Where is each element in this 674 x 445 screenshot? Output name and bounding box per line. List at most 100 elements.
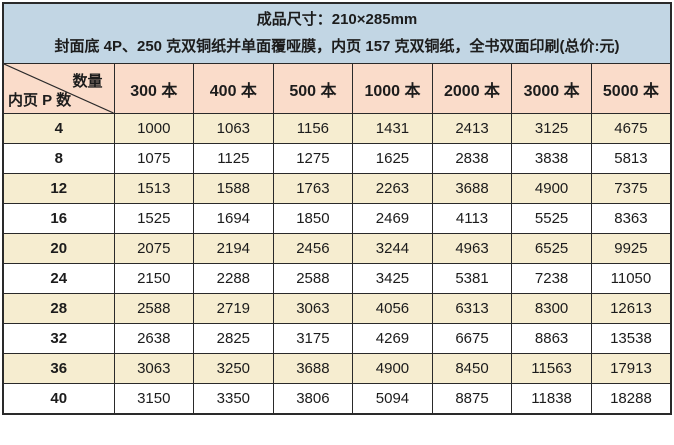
price-table: 成品尺寸：210×285mm 封面底 4P、250 克双铜纸并单面覆哑膜，内页 … <box>2 2 672 415</box>
price-cell: 8450 <box>431 353 513 384</box>
price-cell: 7238 <box>511 263 592 294</box>
price-cell: 1063 <box>193 113 274 144</box>
price-cell: 1125 <box>193 143 274 174</box>
price-cell: 3063 <box>272 293 354 324</box>
price-cell: 1525 <box>113 203 195 234</box>
price-cell: 3688 <box>272 353 354 384</box>
row-header: 28 <box>2 293 115 324</box>
table-row: 12 1513 1588 1763 2263 3688 4900 7375 <box>2 173 672 204</box>
row-header: 36 <box>2 353 115 384</box>
price-cell: 2263 <box>352 173 433 204</box>
price-cell: 3806 <box>272 383 354 414</box>
price-cell: 7375 <box>590 173 672 204</box>
table-row: 20 2075 2194 2456 3244 4963 6525 9925 <box>2 233 672 264</box>
col-header-3000: 3000 本 <box>511 63 592 114</box>
row-header: 40 <box>2 383 115 414</box>
price-cell: 3150 <box>113 383 195 414</box>
price-cell: 1694 <box>193 203 274 234</box>
price-cell: 5094 <box>352 383 433 414</box>
col-header-5000: 5000 本 <box>590 63 672 114</box>
price-cell: 2825 <box>193 323 274 354</box>
price-cell: 3838 <box>511 143 592 174</box>
price-cell: 2638 <box>113 323 195 354</box>
col-header-500: 500 本 <box>272 63 354 114</box>
table-row: 40 3150 3350 3806 5094 8875 11838 18288 <box>2 383 672 414</box>
pages-label: 内页 P 数 <box>8 92 72 109</box>
price-cell: 2588 <box>272 263 354 294</box>
price-cell: 1588 <box>193 173 274 204</box>
table-row: 16 1525 1694 1850 2469 4113 5525 8363 <box>2 203 672 234</box>
price-cell: 6675 <box>431 323 513 354</box>
price-cell: 8363 <box>590 203 672 234</box>
table-title: 成品尺寸：210×285mm 封面底 4P、250 克双铜纸并单面覆哑膜，内页 … <box>2 2 672 64</box>
price-cell: 3350 <box>193 383 274 414</box>
price-cell: 3125 <box>511 113 592 144</box>
price-cell: 4963 <box>431 233 513 264</box>
quantity-label: 数量 <box>72 73 103 90</box>
finished-size-text: 成品尺寸：210×285mm <box>256 11 418 29</box>
col-header-1000: 1000 本 <box>352 63 433 114</box>
price-cell: 5525 <box>511 203 592 234</box>
table-row: 8 1075 1125 1275 1625 2838 3838 5813 <box>2 143 672 174</box>
table-row: 24 2150 2288 2588 3425 5381 7238 11050 <box>2 263 672 294</box>
price-cell: 6313 <box>431 293 513 324</box>
price-cell: 4900 <box>352 353 433 384</box>
table-row: 32 2638 2825 3175 4269 6675 8863 13538 <box>2 323 672 354</box>
price-cell: 2288 <box>193 263 274 294</box>
price-cell: 3425 <box>352 263 433 294</box>
price-cell: 8863 <box>511 323 592 354</box>
row-header: 8 <box>2 143 115 174</box>
price-cell: 5381 <box>431 263 513 294</box>
price-cell: 3688 <box>431 173 513 204</box>
col-header-2000: 2000 本 <box>431 63 513 114</box>
row-header: 16 <box>2 203 115 234</box>
price-cell: 2413 <box>431 113 513 144</box>
price-cell: 3250 <box>193 353 274 384</box>
price-cell: 1075 <box>113 143 195 174</box>
row-header: 32 <box>2 323 115 354</box>
price-cell: 1431 <box>352 113 433 144</box>
price-cell: 3244 <box>352 233 433 264</box>
price-cell: 6525 <box>511 233 592 264</box>
price-cell: 1850 <box>272 203 354 234</box>
price-cell: 11838 <box>511 383 592 414</box>
diagonal-divider <box>4 64 114 113</box>
price-cell: 4675 <box>590 113 672 144</box>
price-cell: 13538 <box>590 323 672 354</box>
price-cell: 12613 <box>590 293 672 324</box>
price-cell: 1625 <box>352 143 433 174</box>
price-cell: 9925 <box>590 233 672 264</box>
price-cell: 1275 <box>272 143 354 174</box>
col-header-400: 400 本 <box>193 63 274 114</box>
price-cell: 3175 <box>272 323 354 354</box>
price-cell: 8300 <box>511 293 592 324</box>
price-cell: 11050 <box>590 263 672 294</box>
row-header: 12 <box>2 173 115 204</box>
price-cell: 11563 <box>511 353 592 384</box>
price-cell: 8875 <box>431 383 513 414</box>
row-header: 24 <box>2 263 115 294</box>
paper-spec-text: 封面底 4P、250 克双铜纸并单面覆哑膜，内页 157 克双铜纸，全书双面印刷… <box>54 37 620 55</box>
price-cell: 2838 <box>431 143 513 174</box>
price-cell: 4269 <box>352 323 433 354</box>
price-cell: 5813 <box>590 143 672 174</box>
row-header: 20 <box>2 233 115 264</box>
price-cell: 1513 <box>113 173 195 204</box>
price-cell: 4113 <box>431 203 513 234</box>
price-cell: 4900 <box>511 173 592 204</box>
price-cell: 2456 <box>272 233 354 264</box>
price-cell: 2150 <box>113 263 195 294</box>
price-cell: 1156 <box>272 113 354 144</box>
price-cell: 2075 <box>113 233 195 264</box>
table-row: 4 1000 1063 1156 1431 2413 3125 4675 <box>2 113 672 144</box>
price-cell: 1000 <box>113 113 195 144</box>
column-header-row: 数量 内页 P 数 300 本 400 本 500 本 1000 本 2000 … <box>2 63 672 114</box>
row-header: 4 <box>2 113 115 144</box>
title-row: 成品尺寸：210×285mm 封面底 4P、250 克双铜纸并单面覆哑膜，内页 … <box>2 2 672 64</box>
price-cell: 2719 <box>193 293 274 324</box>
table-row: 28 2588 2719 3063 4056 6313 8300 12613 <box>2 293 672 324</box>
corner-cell: 数量 内页 P 数 <box>2 63 115 114</box>
price-cell: 17913 <box>590 353 672 384</box>
price-cell: 2588 <box>113 293 195 324</box>
